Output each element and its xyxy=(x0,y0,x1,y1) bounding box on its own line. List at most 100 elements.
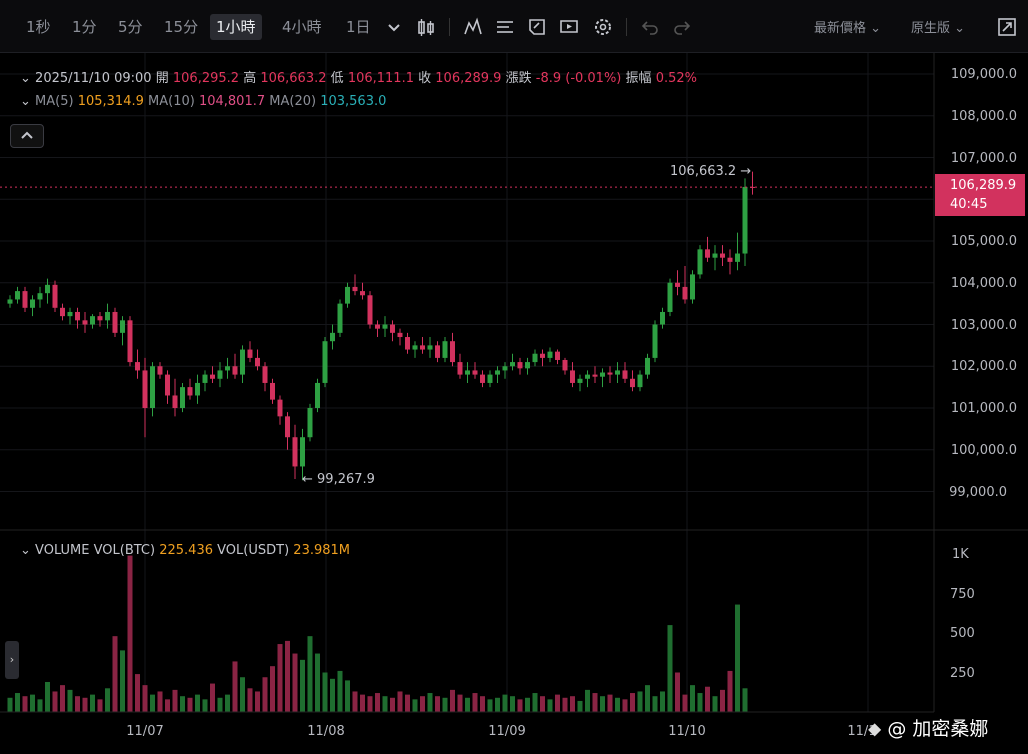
timeframe-15m[interactable]: 15分 xyxy=(164,18,199,36)
volume-bar xyxy=(270,666,275,712)
redo-icon[interactable] xyxy=(670,14,694,40)
price-tick: 103,000.0 xyxy=(951,318,1017,333)
timeframe-4h[interactable]: 4小時 xyxy=(282,18,322,36)
candle-body xyxy=(232,366,238,375)
gear-icon[interactable] xyxy=(591,14,615,40)
candle-body xyxy=(450,341,455,363)
candle-body xyxy=(667,282,673,312)
candle-body xyxy=(37,293,43,300)
candle-body xyxy=(532,353,538,363)
expand-panel-handle[interactable]: › xyxy=(5,641,19,679)
collapse-legend-button[interactable] xyxy=(10,124,44,148)
volume-bar xyxy=(195,694,200,712)
volume-bar xyxy=(135,674,140,712)
candle-body xyxy=(322,341,328,383)
change-label: 漲跌 xyxy=(505,71,532,86)
volume-bar xyxy=(630,693,635,712)
candle-body xyxy=(525,362,530,369)
high-marker-value: 106,663.2 xyxy=(670,164,736,179)
volume-bar xyxy=(52,691,58,712)
candle-body xyxy=(727,257,733,262)
time-axis: 11/07 11/08 11/09 11/10 11/1 xyxy=(126,724,876,739)
ma5-label: MA(5) xyxy=(35,94,74,109)
volume-bar xyxy=(150,694,155,712)
candle-body xyxy=(277,399,283,417)
low-marker: ← 99,267.9 xyxy=(302,472,375,487)
candle-body xyxy=(435,345,440,358)
candle-body xyxy=(135,362,140,371)
price-type-select[interactable]: 最新價格 ⌄ xyxy=(814,17,881,36)
volume-bar xyxy=(570,696,575,712)
chevron-down-icon[interactable] xyxy=(382,14,406,40)
volume-bar xyxy=(360,694,365,712)
vol-btc-label: VOL(BTC) xyxy=(93,543,156,558)
ma10-value: 104,801.7 xyxy=(198,94,266,109)
toolbar: 1秒 1分 5分 15分 1小時 4小時 1日 最新價格 ⌄ 原生版 ⌄ xyxy=(0,0,1028,53)
chevron-down-icon[interactable]: ⌄ xyxy=(20,543,31,558)
price-tick: 109,000.0 xyxy=(951,67,1017,82)
vol-btc-value: 225.436 xyxy=(159,543,213,558)
volume-bar xyxy=(727,670,733,712)
ohlc-legend: ⌄ 2025/11/10 09:00 開 106,295.2 高 106,663… xyxy=(20,67,697,86)
volume-bar xyxy=(15,693,20,712)
candle-body xyxy=(60,307,65,317)
candle-body xyxy=(292,437,298,467)
candle-body xyxy=(645,357,650,375)
fullscreen-icon[interactable] xyxy=(995,14,1019,40)
undo-icon[interactable] xyxy=(638,14,662,40)
volume-bar xyxy=(180,696,185,712)
timeframe-1h[interactable]: 1小時 xyxy=(210,14,262,40)
volume-bar xyxy=(315,653,320,712)
candle-body xyxy=(472,370,478,375)
drawing-icon[interactable] xyxy=(525,14,549,40)
chart-mode-label: 原生版 xyxy=(911,21,951,36)
volume-bar xyxy=(577,700,583,712)
candle-body xyxy=(330,332,335,342)
chevron-down-icon[interactable]: ⌄ xyxy=(20,94,31,109)
volume-bar xyxy=(352,691,358,712)
candle-body xyxy=(712,253,718,258)
amplitude-label: 振幅 xyxy=(625,71,652,86)
indicators-icon[interactable] xyxy=(461,14,485,40)
volume-bar xyxy=(652,696,658,712)
low-value: 106,111.1 xyxy=(347,71,414,86)
price-tick: 102,000.0 xyxy=(951,359,1017,374)
candle-body xyxy=(405,337,410,350)
ma-legend: ⌄ MA(5) 105,314.9 MA(10) 104,801.7 MA(20… xyxy=(20,94,386,109)
candle-body xyxy=(600,372,605,377)
date-tick: 11/07 xyxy=(126,724,163,739)
candle-body xyxy=(150,366,155,408)
volume-bar xyxy=(255,691,260,712)
volume-bar xyxy=(405,694,410,712)
candle-body xyxy=(390,324,395,333)
candle-body xyxy=(420,345,425,350)
timeframe-1d[interactable]: 1日 xyxy=(346,18,371,36)
timeframe-5m[interactable]: 5分 xyxy=(118,18,143,36)
candle-body xyxy=(225,366,230,371)
volume-bar xyxy=(285,640,290,712)
candle-body xyxy=(120,320,125,333)
volume-bar xyxy=(540,696,545,712)
timeframe-1m[interactable]: 1分 xyxy=(72,18,97,36)
replay-icon[interactable] xyxy=(557,14,581,40)
candle-body xyxy=(105,311,110,321)
candle-body xyxy=(442,341,448,358)
volume-bar xyxy=(292,653,298,712)
volume-bar xyxy=(390,697,395,712)
candle-body xyxy=(720,253,725,258)
timeframe-1s[interactable]: 1秒 xyxy=(26,18,51,36)
chevron-down-icon[interactable]: ⌄ xyxy=(20,71,31,86)
volume-bar xyxy=(450,689,455,712)
volume-bar xyxy=(480,696,485,712)
close-label: 收 xyxy=(418,71,432,86)
candle-type-icon[interactable] xyxy=(414,14,438,40)
divider xyxy=(449,18,450,36)
candle-body xyxy=(675,282,680,287)
candle-body xyxy=(742,186,748,254)
ma10-label: MA(10) xyxy=(148,94,195,109)
chart-mode-select[interactable]: 原生版 ⌄ xyxy=(911,17,965,36)
volume-bar xyxy=(607,694,613,712)
volume-bar xyxy=(720,689,725,712)
list-icon[interactable] xyxy=(493,14,517,40)
